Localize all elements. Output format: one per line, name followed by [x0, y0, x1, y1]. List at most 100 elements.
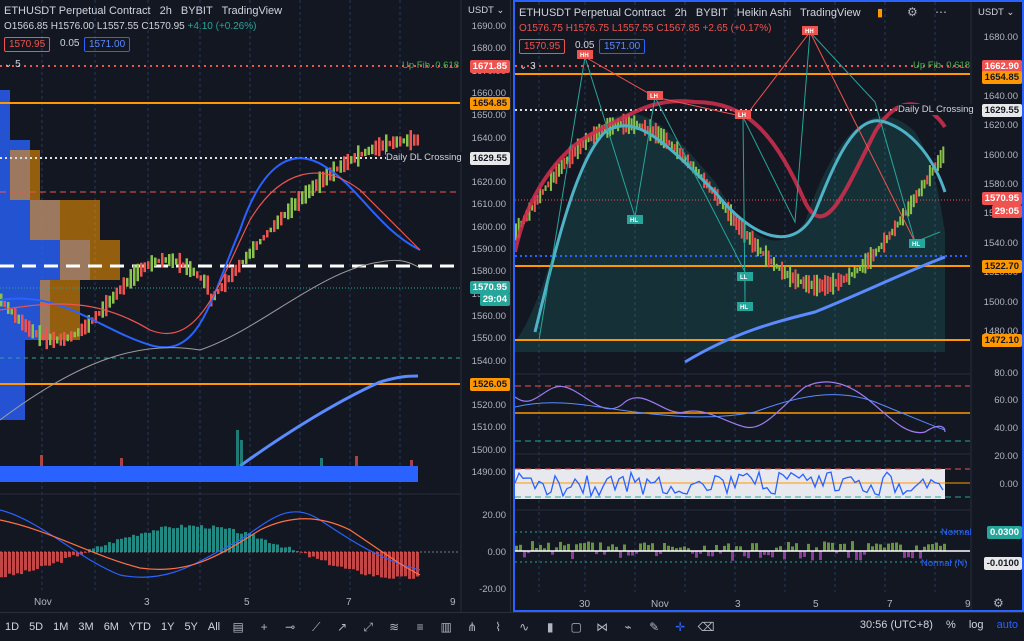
horizontal-ray-icon[interactable]: ⊸ — [285, 620, 296, 634]
candle — [322, 171, 325, 188]
collapse-indicators-button[interactable]: ⌄ 5 — [4, 59, 21, 70]
range-ytd[interactable]: YTD — [128, 621, 151, 633]
candle — [767, 250, 770, 268]
log-toggle[interactable]: log — [968, 619, 984, 631]
candle — [533, 195, 536, 212]
normal-bar — [915, 545, 918, 551]
range-1m[interactable]: 1M — [53, 621, 69, 633]
range-all[interactable]: All — [207, 621, 221, 633]
ma-blue — [0, 157, 421, 349]
candle — [217, 288, 220, 295]
chart-style[interactable]: Heikin Ashi — [736, 7, 792, 19]
normal-bar — [735, 546, 738, 551]
range-5d[interactable]: 5D — [29, 621, 44, 633]
normal-bar — [803, 551, 806, 557]
ray-icon[interactable]: ↗ — [337, 620, 348, 634]
normal-bar — [691, 551, 694, 554]
normal-bar — [531, 541, 534, 551]
left-chart-pane[interactable]: ETHUSDT Perpetual Contract 2h BYBIT Trad… — [0, 0, 511, 612]
normal-bar — [883, 547, 886, 551]
candle — [259, 238, 262, 245]
pitchfork-icon[interactable]: ⋔ — [467, 620, 478, 634]
alert-icon[interactable]: ▮ — [877, 7, 884, 19]
normal-bar — [723, 545, 726, 551]
trend-line-icon[interactable]: ⟋ — [311, 619, 321, 634]
normal-bar — [615, 546, 618, 551]
normal-label: Normal — [941, 527, 972, 538]
right-chart-title[interactable]: ETHUSDT Perpetual Contract 2h BYBIT Heik… — [519, 7, 867, 19]
percent-toggle[interactable]: % — [945, 619, 956, 631]
pattern-icon[interactable]: ⋈ — [596, 620, 609, 634]
macd-bar — [140, 533, 143, 552]
candle — [845, 273, 848, 283]
fib-label: Up Fib. 0.618 — [402, 60, 460, 71]
candle — [850, 272, 853, 277]
right-chart-canvas[interactable]: HH LH LH HH HL HL LL HL — [515, 2, 1022, 610]
interval[interactable]: 2h — [674, 7, 687, 19]
sell-price-button[interactable]: 1570.95 — [519, 39, 566, 54]
macd-bar — [340, 552, 343, 567]
right-chart-pane[interactable]: HH LH LH HH HL HL LL HL ETHUSDT — [513, 0, 1024, 612]
range-1y[interactable]: 1Y — [160, 621, 175, 633]
candle — [105, 295, 108, 317]
macd-bar — [108, 542, 111, 552]
axis-settings-icon[interactable]: ⚙ — [993, 596, 1004, 610]
range-5y[interactable]: 5Y — [184, 621, 198, 633]
buy-price-button[interactable]: 1571.00 — [599, 39, 646, 54]
more-options-icon[interactable]: ⋯ — [935, 5, 947, 19]
candle — [918, 188, 921, 197]
path-icon[interactable]: ⌇ — [495, 620, 502, 634]
auto-toggle[interactable]: auto — [996, 619, 1018, 631]
right-price-tick: 1580.00 — [983, 179, 1018, 190]
range-6m[interactable]: 6M — [103, 621, 119, 633]
macd-bar — [100, 546, 103, 552]
macd-bar — [116, 539, 119, 552]
sell-price-button[interactable]: 1570.95 — [4, 37, 51, 52]
zigzag-icon[interactable]: ∿ — [519, 620, 530, 634]
symbol-name[interactable]: ETHUSDT Perpetual Contract — [4, 5, 151, 17]
candle-icon[interactable]: ▮ — [546, 620, 554, 634]
symbol-name[interactable]: ETHUSDT Perpetual Contract — [519, 7, 666, 19]
elliott-wave-icon[interactable]: ⌁ — [624, 620, 632, 634]
candle — [297, 191, 300, 212]
brush-icon[interactable]: ✎ — [649, 620, 660, 634]
range-3m[interactable]: 3M — [78, 621, 94, 633]
rectangle-icon[interactable]: ▢ — [570, 620, 582, 634]
extended-line-icon[interactable]: ⤢ — [363, 619, 373, 634]
macd-bar — [72, 552, 75, 556]
macd-bar — [364, 552, 367, 576]
macd-bar — [32, 552, 35, 571]
left-chart-title[interactable]: ETHUSDT Perpetual Contract 2h BYBIT Trad… — [4, 5, 288, 17]
candle — [872, 248, 875, 262]
left-chart-canvas[interactable] — [0, 0, 510, 612]
crosshair-icon[interactable]: ✛ — [675, 620, 686, 634]
calendar-icon[interactable]: ▤ — [232, 620, 244, 634]
candle — [646, 125, 649, 132]
candle — [923, 179, 926, 189]
macd-bar — [40, 552, 43, 566]
eraser-icon[interactable]: ⌫ — [697, 620, 715, 634]
candle — [220, 283, 223, 292]
source: TradingView — [221, 5, 283, 17]
candle — [756, 239, 759, 257]
close-value: C1570.95 — [141, 21, 185, 32]
parallel-channel-icon[interactable]: ≋ — [389, 620, 400, 634]
cursor-tool-icon[interactable]: + — [260, 620, 268, 634]
candle — [695, 166, 698, 175]
range-1d[interactable]: 1D — [5, 621, 20, 633]
fib-retracement-icon[interactable]: ≡ — [416, 620, 424, 634]
settings-gear-icon[interactable]: ⚙ — [907, 5, 918, 19]
currency-selector[interactable]: USDT ⌄ — [978, 7, 1015, 18]
candle — [94, 311, 97, 324]
gann-box-icon[interactable]: ▥ — [440, 620, 452, 634]
buy-price-button[interactable]: 1571.00 — [84, 37, 131, 52]
macd-bar — [304, 552, 307, 554]
interval[interactable]: 2h — [159, 5, 172, 17]
normal-bar — [655, 551, 658, 557]
timezone-clock[interactable]: 30:56 (UTC+8) — [859, 619, 933, 631]
currency-selector[interactable]: USDT ⌄ — [468, 5, 505, 16]
collapse-indicators-button[interactable]: ⌄ 3 — [519, 61, 536, 72]
macd-bar — [8, 552, 11, 574]
candle — [378, 137, 381, 157]
candle — [17, 314, 20, 324]
